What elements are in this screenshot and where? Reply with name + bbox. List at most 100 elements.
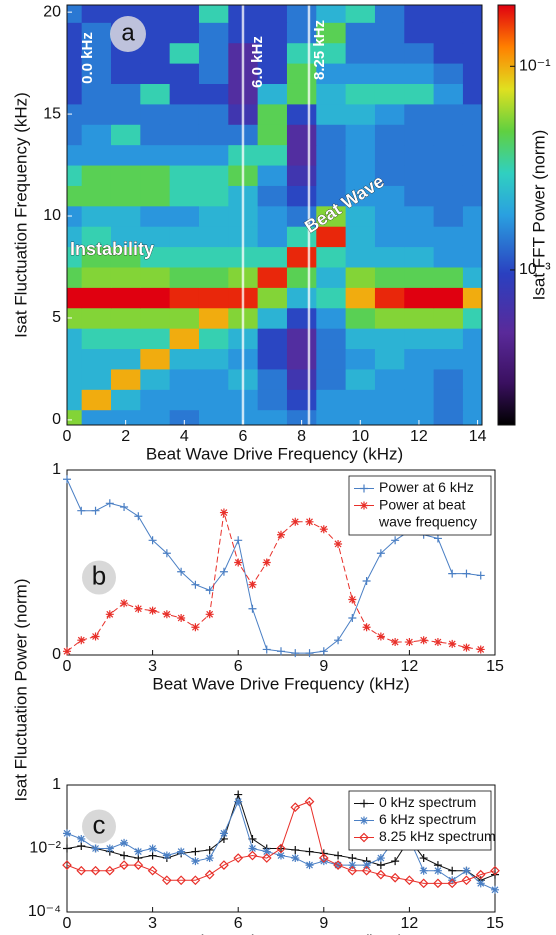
marker [491, 885, 499, 894]
marker [359, 832, 369, 843]
heat-cell [198, 328, 229, 350]
heat-cell [257, 307, 288, 329]
heat-cell [169, 144, 200, 166]
heat-cell [345, 103, 376, 125]
x-tick-label: 8 [297, 428, 306, 445]
heat-cell [257, 22, 288, 44]
y-tick-label: 10 [43, 207, 61, 224]
heat-cell [374, 266, 405, 288]
heat-cell [169, 389, 200, 411]
marker [234, 536, 243, 545]
heat-cell [345, 165, 376, 186]
heat-cell [140, 389, 171, 411]
marker [191, 847, 200, 856]
marker [418, 878, 429, 889]
legend-label: Power at 6 kHz [379, 479, 474, 495]
heat-cell [345, 348, 376, 370]
heat-cell [198, 389, 229, 411]
heat-cell [345, 63, 376, 84]
heat-cell [433, 389, 464, 411]
marker [63, 844, 71, 853]
marker [91, 632, 100, 641]
heat-cell [316, 103, 347, 125]
marker [348, 854, 357, 863]
marker [362, 577, 371, 585]
marker [305, 517, 314, 526]
x-tick-label: 15 [486, 915, 504, 932]
x-tick-label: 14 [469, 428, 487, 445]
marker [261, 853, 272, 863]
x-tick-label: 15 [486, 658, 504, 675]
heat-cell [433, 5, 464, 23]
annotation: Instability [70, 239, 154, 259]
heat-cell [140, 205, 171, 227]
heat-cell [374, 22, 405, 44]
marker [262, 645, 271, 654]
heat-cell [462, 205, 482, 227]
marker [348, 614, 357, 622]
marker [347, 865, 358, 876]
marker [391, 536, 400, 545]
heat-cell [286, 83, 317, 105]
series-line [66, 800, 496, 884]
marker [162, 610, 171, 619]
marker [305, 861, 314, 870]
heat-cell [110, 328, 141, 350]
marker [133, 860, 144, 870]
heat-cell [198, 83, 229, 105]
heat-cell [198, 409, 229, 425]
heat-cell [374, 42, 405, 64]
heat-cell [198, 103, 229, 125]
heat-cell [169, 328, 200, 350]
x-tick-label: 0 [63, 658, 72, 675]
x-axis-label: Isat Fluctuation Frequency (kHz) [158, 931, 404, 935]
heat-cell [404, 185, 435, 207]
marker [462, 569, 471, 578]
heat-cell [257, 165, 288, 186]
heat-cell [286, 103, 317, 125]
panel-badge [82, 560, 116, 595]
heat-cell [404, 103, 435, 125]
marker [291, 854, 300, 863]
heat-cell [316, 287, 347, 309]
heat-cell [345, 5, 376, 23]
marker [319, 525, 328, 534]
marker [433, 866, 442, 875]
marker [91, 506, 100, 515]
heat-cell [81, 22, 112, 44]
colorbar-tick-label: 10⁻¹ [519, 58, 551, 75]
marker [90, 865, 101, 876]
heat-cell [257, 144, 288, 166]
heat-cell [404, 368, 435, 390]
heat-cell [316, 368, 347, 390]
marker [120, 503, 129, 511]
marker [376, 549, 385, 558]
heat-cell [286, 307, 317, 329]
heat-cell [140, 246, 171, 268]
heat-cell [140, 409, 171, 425]
heat-cell [198, 124, 229, 146]
marker [475, 869, 486, 880]
marker [333, 860, 343, 870]
heat-cell [374, 409, 405, 425]
heat-cell [286, 287, 317, 309]
marker [204, 869, 215, 880]
heat-cell [374, 205, 405, 227]
heat-cell [404, 42, 435, 64]
marker [461, 875, 472, 886]
heat-cell [81, 246, 112, 268]
heat-cell [374, 5, 405, 23]
marker [248, 580, 257, 589]
heat-cell [67, 185, 83, 207]
heat-cell [462, 307, 482, 329]
heat-cell [286, 368, 317, 390]
heat-cell [374, 287, 405, 309]
heat-cell [345, 287, 376, 309]
heat-cell [433, 287, 464, 309]
heat-cell [169, 124, 200, 146]
colorbar [497, 4, 516, 426]
heat-cell [433, 307, 464, 329]
marker [376, 632, 385, 641]
heat-cell [316, 5, 347, 23]
heat-cell [169, 83, 200, 105]
